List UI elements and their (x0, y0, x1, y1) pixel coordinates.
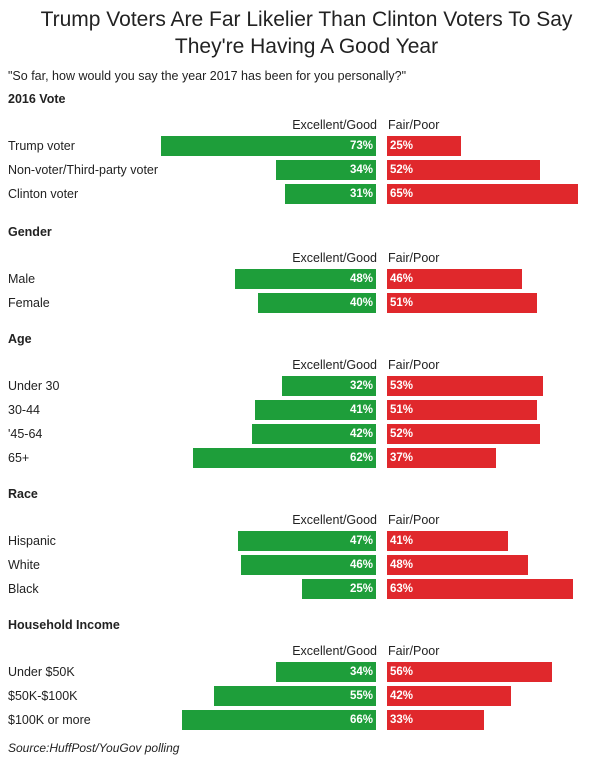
row-label: White (8, 558, 40, 572)
value-label-fair-poor: 51% (390, 297, 414, 309)
row-label: Non-voter/Third-party voter (8, 163, 159, 177)
row-label: 65+ (8, 451, 30, 465)
column-header-excellent-good: Excellent/Good (292, 358, 377, 372)
value-label-fair-poor: 52% (390, 164, 414, 176)
chart-title-line1: Trump Voters Are Far Likelier Than Clint… (40, 8, 573, 31)
bar-fair-poor (387, 555, 529, 575)
bar-fair-poor (387, 531, 508, 551)
bar-excellent-good (284, 184, 376, 204)
value-label-fair-poor: 42% (390, 690, 414, 702)
bar-excellent-good (237, 531, 376, 551)
column-header-excellent-good: Excellent/Good (292, 118, 377, 132)
row-label: $100K or more (8, 713, 91, 727)
bar-fair-poor (387, 424, 541, 444)
row-label: '45-64 (8, 427, 43, 441)
bar-excellent-good (281, 376, 376, 396)
row-label: 30-44 (8, 403, 40, 417)
value-label-fair-poor: 63% (390, 583, 414, 595)
row-label: Male (8, 272, 36, 286)
value-label-excellent-good: 25% (349, 583, 373, 595)
chart-title-line2: They're Having A Good Year (174, 35, 439, 58)
bar-excellent-good (193, 448, 376, 468)
value-label-excellent-good: 46% (349, 559, 373, 571)
row-label: Trump voter (8, 139, 75, 153)
bar-fair-poor (387, 136, 461, 156)
value-label-excellent-good: 34% (349, 666, 373, 678)
value-label-excellent-good: 31% (349, 188, 373, 200)
value-label-fair-poor: 41% (390, 535, 414, 547)
bar-fair-poor (387, 269, 523, 289)
value-label-excellent-good: 32% (349, 380, 373, 392)
value-label-excellent-good: 66% (349, 714, 373, 726)
bar-excellent-good (214, 686, 376, 706)
value-label-excellent-good: 48% (349, 273, 373, 285)
value-label-fair-poor: 46% (390, 273, 414, 285)
value-label-fair-poor: 53% (390, 380, 414, 392)
row-label: $50K-$100K (8, 689, 78, 703)
column-header-fair-poor: Fair/Poor (388, 644, 440, 658)
value-label-fair-poor: 52% (390, 428, 414, 440)
bar-fair-poor (387, 160, 541, 180)
bar-excellent-good (255, 400, 376, 420)
row-label: Black (8, 582, 39, 596)
column-header-fair-poor: Fair/Poor (388, 358, 440, 372)
bar-fair-poor (387, 579, 573, 599)
bar-fair-poor (387, 448, 496, 468)
value-label-excellent-good: 55% (349, 690, 373, 702)
section-heading: Race (8, 487, 38, 501)
bar-excellent-good (258, 293, 376, 313)
value-label-fair-poor: 48% (390, 559, 414, 571)
column-header-fair-poor: Fair/Poor (388, 513, 440, 527)
value-label-excellent-good: 62% (349, 452, 373, 464)
bar-fair-poor (387, 686, 511, 706)
source-note: Source:HuffPost/YouGov polling (8, 741, 180, 755)
value-label-excellent-good: 34% (349, 164, 373, 176)
value-label-fair-poor: 56% (390, 666, 414, 678)
section-heading: Household Income (8, 618, 120, 632)
row-label: Female (8, 296, 50, 310)
row-label: Under $50K (8, 665, 75, 679)
bar-excellent-good (234, 269, 376, 289)
value-label-excellent-good: 41% (349, 404, 373, 416)
row-label: Clinton voter (8, 187, 79, 201)
value-label-excellent-good: 40% (349, 297, 373, 309)
bar-fair-poor (387, 376, 544, 396)
chart-title: Trump Voters Are Far Likelier Than Clint… (0, 6, 613, 60)
value-label-fair-poor: 37% (390, 452, 414, 464)
chart-subtitle: "So far, how would you say the year 2017… (8, 69, 407, 83)
value-label-fair-poor: 25% (390, 140, 414, 152)
bar-excellent-good (181, 710, 376, 730)
value-label-fair-poor: 33% (390, 714, 414, 726)
value-label-fair-poor: 51% (390, 404, 414, 416)
section-heading: 2016 Vote (8, 92, 66, 106)
row-label: Under 30 (8, 379, 60, 393)
bar-excellent-good (161, 136, 376, 156)
bar-fair-poor (387, 293, 538, 313)
bar-excellent-good (275, 662, 376, 682)
bar-excellent-good (302, 579, 376, 599)
row-label: Hispanic (8, 534, 56, 548)
column-header-excellent-good: Excellent/Good (292, 513, 377, 527)
value-label-excellent-good: 73% (349, 140, 373, 152)
section-heading: Gender (8, 225, 52, 239)
column-header-fair-poor: Fair/Poor (388, 118, 440, 132)
column-header-excellent-good: Excellent/Good (292, 644, 377, 658)
column-header-excellent-good: Excellent/Good (292, 251, 377, 265)
value-label-fair-poor: 65% (390, 188, 414, 200)
bar-fair-poor (387, 710, 485, 730)
column-header-fair-poor: Fair/Poor (388, 251, 440, 265)
section-heading: Age (8, 332, 32, 346)
bar-fair-poor (387, 400, 538, 420)
bar-fair-poor (387, 662, 552, 682)
bar-excellent-good (240, 555, 376, 575)
value-label-excellent-good: 47% (349, 535, 373, 547)
bar-fair-poor (387, 184, 579, 204)
bar-excellent-good (275, 160, 376, 180)
bar-excellent-good (252, 424, 376, 444)
value-label-excellent-good: 42% (349, 428, 373, 440)
